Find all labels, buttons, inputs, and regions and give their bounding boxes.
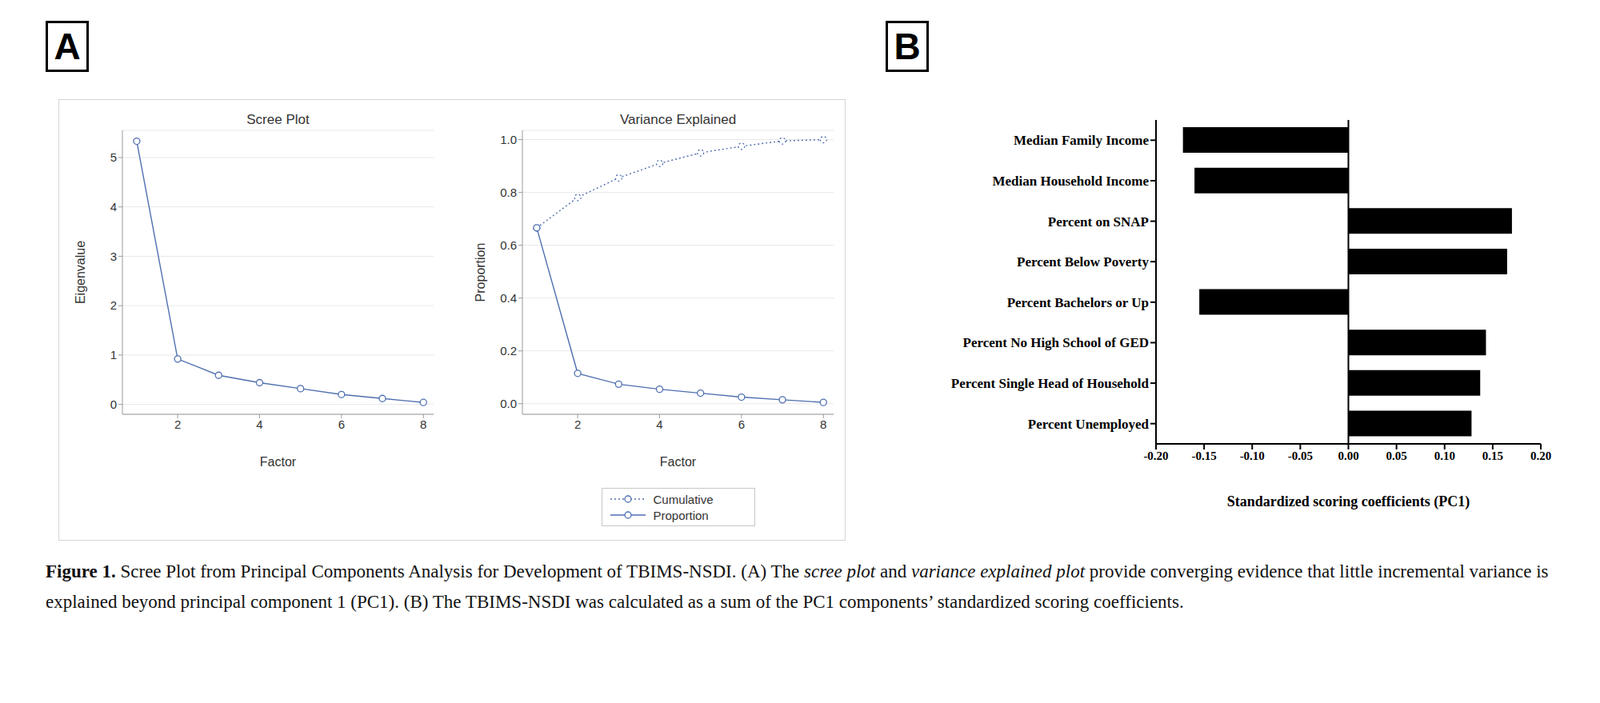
svg-text:3: 3 [110,249,117,264]
svg-text:-0.20: -0.20 [1143,449,1168,463]
html-text:A: A [53,25,81,68]
svg-text:0.6: 0.6 [500,238,517,252]
svg-text:Median Family Income: Median Family Income [1013,132,1149,148]
svg-text:Factor: Factor [260,455,297,469]
html-text:Cumulative: Cumulative [653,492,714,506]
svg-text:Proportion: Proportion [473,243,488,303]
svg-text:-0.05: -0.05 [1288,449,1313,463]
html-text:Variance Explained: Variance Explained [619,112,737,128]
svg-text:0.10: 0.10 [1434,449,1456,463]
svg-text:1.0: 1.0 [500,132,517,147]
svg-text:0.0: 0.0 [500,396,517,411]
svg-text:6: 6 [338,417,345,432]
svg-text:8: 8 [420,417,427,432]
svg-text:-0.10: -0.10 [1240,449,1265,463]
svg-text:6: 6 [738,417,745,432]
svg-text:4: 4 [256,417,263,432]
svg-text:2: 2 [110,298,117,312]
svg-text:-0.15: -0.15 [1192,449,1217,463]
svg-text:0.8: 0.8 [500,185,517,200]
svg-text:0: 0 [110,397,117,412]
svg-text:Factor: Factor [660,455,697,469]
svg-text:4: 4 [110,200,117,214]
svg-text:0.20: 0.20 [1530,449,1552,463]
svg-text:Percent Bachelors or Up: Percent Bachelors or Up [1007,295,1149,311]
svg-text:Standardized scoring coefficie: Standardized scoring coefficients (PC1) [1227,493,1470,511]
svg-text:Percent on SNAP: Percent on SNAP [1048,214,1149,230]
svg-text:0.05: 0.05 [1386,449,1408,463]
svg-text:Percent Single Head of Househo: Percent Single Head of Household [951,376,1150,392]
svg-text:Percent No High School of GED: Percent No High School of GED [963,335,1149,351]
svg-text:4: 4 [656,417,663,432]
svg-text:2: 2 [574,417,581,432]
svg-text:2: 2 [174,417,181,432]
svg-text:0.4: 0.4 [500,291,517,305]
html-text:Scree Plot: Scree Plot [246,112,310,128]
svg-text:Percent Below Poverty: Percent Below Poverty [1016,254,1149,270]
svg-text:Eigenvalue: Eigenvalue [73,240,88,304]
svg-text:5: 5 [110,150,117,164]
svg-text:0.00: 0.00 [1337,449,1359,463]
svg-text:Percent Unemployed: Percent Unemployed [1028,416,1150,432]
svg-text:0.15: 0.15 [1482,449,1504,463]
html-text:Figure 1. Scree Plot from Prin: Figure 1. Scree Plot from Principal Comp… [45,561,1549,612]
svg-text:8: 8 [820,417,827,432]
svg-text:1: 1 [110,348,117,362]
svg-text:0.2: 0.2 [500,344,517,358]
svg-text:Median Household Income: Median Household Income [992,173,1149,189]
html-text:B: B [893,25,921,68]
html-text:Proportion: Proportion [653,508,709,522]
